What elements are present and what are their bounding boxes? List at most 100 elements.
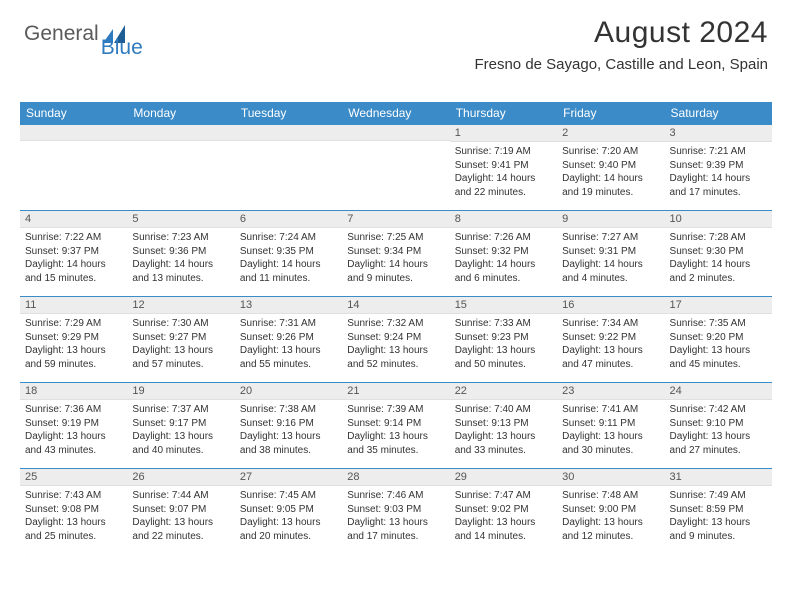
day-body: Sunrise: 7:27 AMSunset: 9:31 PMDaylight:… — [557, 228, 664, 288]
calendar-day-cell: 30Sunrise: 7:48 AMSunset: 9:00 PMDayligh… — [557, 469, 664, 555]
day-body: Sunrise: 7:47 AMSunset: 9:02 PMDaylight:… — [450, 486, 557, 546]
calendar-day-cell: 1Sunrise: 7:19 AMSunset: 9:41 PMDaylight… — [450, 125, 557, 211]
calendar-day-cell: 3Sunrise: 7:21 AMSunset: 9:39 PMDaylight… — [665, 125, 772, 211]
weekday-header: Monday — [127, 102, 234, 125]
day-body: Sunrise: 7:37 AMSunset: 9:17 PMDaylight:… — [127, 400, 234, 460]
day-number: 21 — [342, 383, 449, 400]
calendar-day-cell: 23Sunrise: 7:41 AMSunset: 9:11 PMDayligh… — [557, 383, 664, 469]
calendar-day-cell: 5Sunrise: 7:23 AMSunset: 9:36 PMDaylight… — [127, 211, 234, 297]
weekday-header: Saturday — [665, 102, 772, 125]
day-number: 23 — [557, 383, 664, 400]
calendar-day-cell: 26Sunrise: 7:44 AMSunset: 9:07 PMDayligh… — [127, 469, 234, 555]
calendar-day-cell — [235, 125, 342, 211]
day-body: Sunrise: 7:30 AMSunset: 9:27 PMDaylight:… — [127, 314, 234, 374]
day-number: 20 — [235, 383, 342, 400]
calendar-week-row: 25Sunrise: 7:43 AMSunset: 9:08 PMDayligh… — [20, 469, 772, 555]
calendar-day-cell: 12Sunrise: 7:30 AMSunset: 9:27 PMDayligh… — [127, 297, 234, 383]
day-body: Sunrise: 7:42 AMSunset: 9:10 PMDaylight:… — [665, 400, 772, 460]
day-body: Sunrise: 7:25 AMSunset: 9:34 PMDaylight:… — [342, 228, 449, 288]
logo-text-2: Blue — [101, 36, 143, 60]
weekday-header: Sunday — [20, 102, 127, 125]
day-body: Sunrise: 7:19 AMSunset: 9:41 PMDaylight:… — [450, 142, 557, 202]
day-number: 4 — [20, 211, 127, 228]
day-number: 18 — [20, 383, 127, 400]
calendar-day-cell: 16Sunrise: 7:34 AMSunset: 9:22 PMDayligh… — [557, 297, 664, 383]
month-title: August 2024 — [474, 16, 768, 50]
day-body: Sunrise: 7:38 AMSunset: 9:16 PMDaylight:… — [235, 400, 342, 460]
calendar-day-cell: 24Sunrise: 7:42 AMSunset: 9:10 PMDayligh… — [665, 383, 772, 469]
day-body: Sunrise: 7:46 AMSunset: 9:03 PMDaylight:… — [342, 486, 449, 546]
day-body: Sunrise: 7:33 AMSunset: 9:23 PMDaylight:… — [450, 314, 557, 374]
calendar-day-cell: 21Sunrise: 7:39 AMSunset: 9:14 PMDayligh… — [342, 383, 449, 469]
calendar-day-cell: 4Sunrise: 7:22 AMSunset: 9:37 PMDaylight… — [20, 211, 127, 297]
day-body: Sunrise: 7:21 AMSunset: 9:39 PMDaylight:… — [665, 142, 772, 202]
day-number: 5 — [127, 211, 234, 228]
calendar-day-cell: 6Sunrise: 7:24 AMSunset: 9:35 PMDaylight… — [235, 211, 342, 297]
calendar-day-cell — [20, 125, 127, 211]
calendar-week-row: 1Sunrise: 7:19 AMSunset: 9:41 PMDaylight… — [20, 125, 772, 211]
day-number: 1 — [450, 125, 557, 142]
calendar-day-cell: 29Sunrise: 7:47 AMSunset: 9:02 PMDayligh… — [450, 469, 557, 555]
day-body: Sunrise: 7:43 AMSunset: 9:08 PMDaylight:… — [20, 486, 127, 546]
weekday-header: Friday — [557, 102, 664, 125]
calendar-header-row: SundayMondayTuesdayWednesdayThursdayFrid… — [20, 102, 772, 125]
day-body: Sunrise: 7:49 AMSunset: 8:59 PMDaylight:… — [665, 486, 772, 546]
calendar-day-cell: 9Sunrise: 7:27 AMSunset: 9:31 PMDaylight… — [557, 211, 664, 297]
day-number: 17 — [665, 297, 772, 314]
calendar-day-cell — [127, 125, 234, 211]
day-number: 26 — [127, 469, 234, 486]
calendar-day-cell: 10Sunrise: 7:28 AMSunset: 9:30 PMDayligh… — [665, 211, 772, 297]
day-number: 25 — [20, 469, 127, 486]
day-number: 13 — [235, 297, 342, 314]
day-number: 11 — [20, 297, 127, 314]
day-number: 19 — [127, 383, 234, 400]
day-number: 29 — [450, 469, 557, 486]
day-body: Sunrise: 7:31 AMSunset: 9:26 PMDaylight:… — [235, 314, 342, 374]
calendar-day-cell: 8Sunrise: 7:26 AMSunset: 9:32 PMDaylight… — [450, 211, 557, 297]
calendar-day-cell: 27Sunrise: 7:45 AMSunset: 9:05 PMDayligh… — [235, 469, 342, 555]
calendar-week-row: 11Sunrise: 7:29 AMSunset: 9:29 PMDayligh… — [20, 297, 772, 383]
day-number: 3 — [665, 125, 772, 142]
day-number: 22 — [450, 383, 557, 400]
day-number: 27 — [235, 469, 342, 486]
calendar-day-cell: 28Sunrise: 7:46 AMSunset: 9:03 PMDayligh… — [342, 469, 449, 555]
calendar-day-cell: 20Sunrise: 7:38 AMSunset: 9:16 PMDayligh… — [235, 383, 342, 469]
weekday-header: Thursday — [450, 102, 557, 125]
day-body: Sunrise: 7:20 AMSunset: 9:40 PMDaylight:… — [557, 142, 664, 202]
day-body: Sunrise: 7:36 AMSunset: 9:19 PMDaylight:… — [20, 400, 127, 460]
day-number: 30 — [557, 469, 664, 486]
day-body: Sunrise: 7:40 AMSunset: 9:13 PMDaylight:… — [450, 400, 557, 460]
day-body: Sunrise: 7:35 AMSunset: 9:20 PMDaylight:… — [665, 314, 772, 374]
day-body: Sunrise: 7:32 AMSunset: 9:24 PMDaylight:… — [342, 314, 449, 374]
day-body: Sunrise: 7:41 AMSunset: 9:11 PMDaylight:… — [557, 400, 664, 460]
day-body: Sunrise: 7:23 AMSunset: 9:36 PMDaylight:… — [127, 228, 234, 288]
day-body: Sunrise: 7:28 AMSunset: 9:30 PMDaylight:… — [665, 228, 772, 288]
day-body: Sunrise: 7:24 AMSunset: 9:35 PMDaylight:… — [235, 228, 342, 288]
calendar-day-cell: 11Sunrise: 7:29 AMSunset: 9:29 PMDayligh… — [20, 297, 127, 383]
day-body: Sunrise: 7:29 AMSunset: 9:29 PMDaylight:… — [20, 314, 127, 374]
day-body: Sunrise: 7:22 AMSunset: 9:37 PMDaylight:… — [20, 228, 127, 288]
weekday-header: Wednesday — [342, 102, 449, 125]
logo: General Blue — [24, 22, 147, 46]
calendar-table: SundayMondayTuesdayWednesdayThursdayFrid… — [20, 102, 772, 555]
calendar-day-cell: 7Sunrise: 7:25 AMSunset: 9:34 PMDaylight… — [342, 211, 449, 297]
day-number: 12 — [127, 297, 234, 314]
day-number: 7 — [342, 211, 449, 228]
title-area: August 2024 Fresno de Sayago, Castille a… — [474, 16, 768, 73]
day-number: 31 — [665, 469, 772, 486]
calendar-day-cell: 19Sunrise: 7:37 AMSunset: 9:17 PMDayligh… — [127, 383, 234, 469]
calendar-day-cell: 18Sunrise: 7:36 AMSunset: 9:19 PMDayligh… — [20, 383, 127, 469]
weekday-header: Tuesday — [235, 102, 342, 125]
calendar-day-cell: 22Sunrise: 7:40 AMSunset: 9:13 PMDayligh… — [450, 383, 557, 469]
logo-text-1: General — [24, 22, 99, 46]
day-number: 14 — [342, 297, 449, 314]
calendar-day-cell: 2Sunrise: 7:20 AMSunset: 9:40 PMDaylight… — [557, 125, 664, 211]
day-number: 6 — [235, 211, 342, 228]
day-number: 8 — [450, 211, 557, 228]
day-number: 2 — [557, 125, 664, 142]
day-body: Sunrise: 7:26 AMSunset: 9:32 PMDaylight:… — [450, 228, 557, 288]
calendar-day-cell: 17Sunrise: 7:35 AMSunset: 9:20 PMDayligh… — [665, 297, 772, 383]
day-number: 16 — [557, 297, 664, 314]
calendar-day-cell: 25Sunrise: 7:43 AMSunset: 9:08 PMDayligh… — [20, 469, 127, 555]
day-body: Sunrise: 7:48 AMSunset: 9:00 PMDaylight:… — [557, 486, 664, 546]
